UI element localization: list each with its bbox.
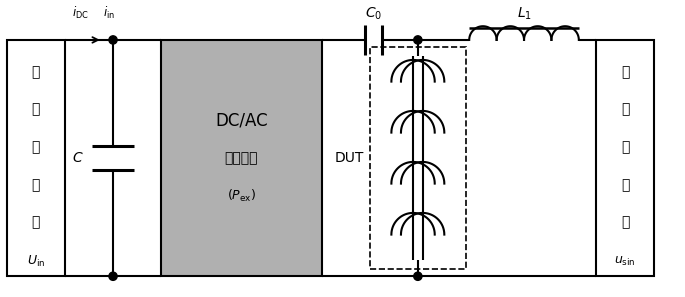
- Text: $C$: $C$: [72, 151, 83, 165]
- Text: DC/AC: DC/AC: [215, 111, 268, 129]
- Circle shape: [414, 272, 422, 280]
- Text: $(P_{\rm ex})$: $(P_{\rm ex})$: [227, 188, 256, 204]
- Text: $i_{\rm DC}$: $i_{\rm DC}$: [72, 5, 89, 21]
- Text: 电: 电: [32, 140, 40, 154]
- Text: 正: 正: [621, 140, 630, 154]
- Text: 频: 频: [621, 102, 630, 116]
- Bar: [7, 40, 65, 276]
- Text: DUT: DUT: [335, 151, 364, 165]
- Circle shape: [109, 272, 117, 280]
- Text: 工: 工: [621, 65, 630, 79]
- Bar: [596, 40, 654, 276]
- Text: $U_{\rm in}$: $U_{\rm in}$: [27, 254, 45, 269]
- Bar: [161, 40, 322, 276]
- Text: 源: 源: [32, 216, 40, 230]
- Text: $i_{\rm in}$: $i_{\rm in}$: [103, 5, 115, 21]
- Text: 压: 压: [32, 178, 40, 192]
- Text: $L_1$: $L_1$: [516, 6, 532, 22]
- Text: 流: 流: [32, 102, 40, 116]
- Text: 直: 直: [32, 65, 40, 79]
- Text: 逆变电路: 逆变电路: [225, 151, 258, 165]
- Text: 波: 波: [621, 216, 630, 230]
- Text: $C_0$: $C_0$: [364, 6, 382, 22]
- Text: 弦: 弦: [621, 178, 630, 192]
- Text: $u_{\rm sin}$: $u_{\rm sin}$: [614, 255, 636, 268]
- Bar: [370, 47, 466, 269]
- Circle shape: [109, 36, 117, 44]
- Circle shape: [414, 36, 422, 44]
